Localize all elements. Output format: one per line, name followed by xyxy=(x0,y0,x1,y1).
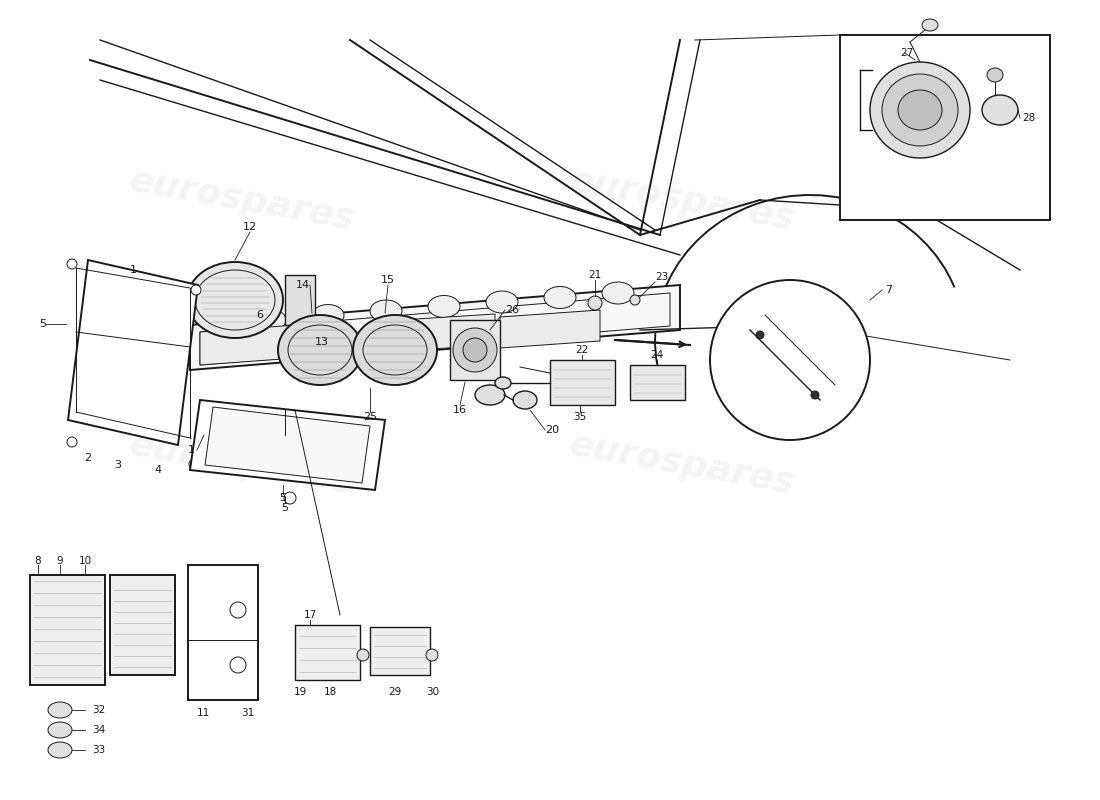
Ellipse shape xyxy=(230,657,246,673)
Text: 5: 5 xyxy=(279,493,286,503)
Text: 5: 5 xyxy=(282,503,288,513)
Ellipse shape xyxy=(513,391,537,409)
Text: 20: 20 xyxy=(544,425,559,435)
Ellipse shape xyxy=(987,68,1003,82)
Ellipse shape xyxy=(48,722,72,738)
Text: 14: 14 xyxy=(296,280,310,290)
Text: 26: 26 xyxy=(505,305,519,315)
Ellipse shape xyxy=(463,338,487,362)
Text: 28: 28 xyxy=(1022,113,1035,123)
Text: 2: 2 xyxy=(85,453,91,463)
Text: 34: 34 xyxy=(92,725,106,735)
Text: 4: 4 xyxy=(154,465,162,475)
Polygon shape xyxy=(190,400,385,490)
Text: eurospares: eurospares xyxy=(566,163,798,237)
Polygon shape xyxy=(68,260,198,445)
Text: 24: 24 xyxy=(650,350,663,360)
Polygon shape xyxy=(400,314,495,351)
Text: 1: 1 xyxy=(130,265,136,275)
Ellipse shape xyxy=(544,286,576,309)
Ellipse shape xyxy=(588,296,602,310)
Bar xyxy=(295,625,360,680)
Text: 31: 31 xyxy=(241,708,254,718)
Ellipse shape xyxy=(426,649,438,661)
Text: 3: 3 xyxy=(114,460,121,470)
Ellipse shape xyxy=(191,285,201,295)
Ellipse shape xyxy=(898,90,942,130)
Bar xyxy=(30,575,105,685)
Text: 21: 21 xyxy=(588,270,602,280)
Text: 11: 11 xyxy=(197,708,210,718)
Ellipse shape xyxy=(475,385,505,405)
Text: 5: 5 xyxy=(39,319,46,329)
Text: 15: 15 xyxy=(381,275,395,285)
Polygon shape xyxy=(205,407,370,483)
Bar xyxy=(188,565,258,700)
Ellipse shape xyxy=(486,291,518,313)
Text: 13: 13 xyxy=(315,337,329,347)
Polygon shape xyxy=(200,324,310,365)
Ellipse shape xyxy=(187,262,283,338)
Ellipse shape xyxy=(870,62,970,158)
Text: 32: 32 xyxy=(92,705,106,715)
Text: 8: 8 xyxy=(35,556,42,566)
Ellipse shape xyxy=(922,19,938,31)
Text: 27: 27 xyxy=(900,48,913,58)
Text: 16: 16 xyxy=(453,405,468,415)
Ellipse shape xyxy=(312,305,344,326)
Ellipse shape xyxy=(353,315,437,385)
Ellipse shape xyxy=(48,742,72,758)
Text: 17: 17 xyxy=(304,610,317,620)
Ellipse shape xyxy=(48,702,72,718)
Text: 12: 12 xyxy=(243,222,257,232)
Text: 29: 29 xyxy=(388,687,401,697)
Ellipse shape xyxy=(189,459,199,469)
Ellipse shape xyxy=(67,437,77,447)
Ellipse shape xyxy=(284,492,296,504)
Text: 7: 7 xyxy=(886,285,892,295)
Ellipse shape xyxy=(882,74,958,146)
Bar xyxy=(840,35,1050,220)
Polygon shape xyxy=(190,285,680,370)
Ellipse shape xyxy=(254,309,286,331)
Text: 19: 19 xyxy=(294,687,307,697)
Ellipse shape xyxy=(294,329,306,341)
Text: 9: 9 xyxy=(57,556,64,566)
Ellipse shape xyxy=(495,377,512,389)
Bar xyxy=(450,320,500,380)
Ellipse shape xyxy=(67,259,77,269)
Ellipse shape xyxy=(358,649,368,661)
Ellipse shape xyxy=(756,331,764,339)
Text: eurospares: eurospares xyxy=(126,163,358,237)
Text: 23: 23 xyxy=(654,272,669,282)
Ellipse shape xyxy=(630,295,640,305)
Ellipse shape xyxy=(230,602,246,618)
Ellipse shape xyxy=(278,315,362,385)
Bar xyxy=(630,365,685,400)
Bar xyxy=(370,627,430,675)
Text: 10: 10 xyxy=(78,556,91,566)
Ellipse shape xyxy=(602,282,634,304)
Ellipse shape xyxy=(710,280,870,440)
Bar xyxy=(110,575,175,675)
Polygon shape xyxy=(500,310,600,348)
Ellipse shape xyxy=(428,295,460,318)
Ellipse shape xyxy=(811,391,819,399)
Text: 1: 1 xyxy=(188,445,195,455)
Text: eurospares: eurospares xyxy=(566,427,798,501)
Ellipse shape xyxy=(370,300,402,322)
Ellipse shape xyxy=(453,328,497,372)
Text: 22: 22 xyxy=(575,345,589,355)
Text: 18: 18 xyxy=(323,687,337,697)
Ellipse shape xyxy=(982,95,1018,125)
Text: 33: 33 xyxy=(92,745,106,755)
Text: eurospares: eurospares xyxy=(126,427,358,501)
Bar xyxy=(550,360,615,405)
Bar xyxy=(285,275,315,325)
Text: 30: 30 xyxy=(427,687,440,697)
Text: 35: 35 xyxy=(573,412,586,422)
Text: 6: 6 xyxy=(256,310,264,320)
Text: 25: 25 xyxy=(363,412,377,422)
